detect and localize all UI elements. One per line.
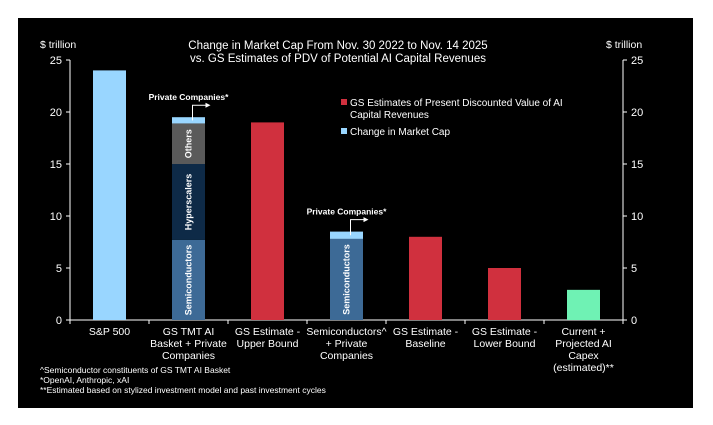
segment-label: Hyperscalers (184, 174, 194, 231)
bar-segment (409, 236, 442, 320)
category-label: GS Estimate - (472, 326, 538, 338)
bar-segment (172, 164, 205, 240)
footnote: **Estimated based on stylized investment… (40, 385, 326, 395)
y-tick-label-left: 0 (56, 315, 62, 327)
category-label: Upper Bound (237, 338, 299, 350)
bar-segment (488, 268, 521, 320)
category-label: GS TMT AI (163, 326, 215, 338)
bar-segment (93, 70, 126, 321)
legend-swatch (341, 128, 347, 134)
y-tick-label-right: 0 (631, 315, 637, 327)
y-tick-label-left: 10 (50, 211, 62, 223)
legend-label: Change in Market Cap (350, 127, 450, 138)
category-label: S&P 500 (89, 326, 130, 338)
legend-label: GS Estimates of Present Discounted Value… (350, 98, 563, 109)
category-label: + Private (326, 338, 368, 350)
y-tick-label-right: 15 (631, 159, 643, 171)
legend: GS Estimates of Present Discounted Value… (341, 98, 563, 138)
category-label: Current + (561, 326, 605, 338)
bar-segment (172, 123, 205, 164)
y-tick-label-right: 25 (631, 55, 643, 67)
category-label: Basket + Private (150, 338, 227, 350)
segment-label: Semiconductors (342, 244, 352, 315)
category-label: (estimated)** (553, 362, 614, 374)
footnote: ^Semiconductor constituents of GS TMT AI… (40, 365, 231, 375)
y-tick-label-left: 20 (50, 107, 62, 119)
bar-segment (330, 231, 363, 239)
segment-label: Semiconductors (184, 245, 194, 316)
title-line-1: Change in Market Cap From Nov. 30 2022 t… (188, 40, 487, 52)
y-tick-label-right: 10 (631, 211, 643, 223)
bars: Semiconductors Hyperscalers Others Private … (93, 70, 600, 321)
bar-segment (330, 238, 363, 320)
y-tick-label-right: 20 (631, 107, 643, 119)
legend-swatch (341, 99, 347, 105)
category-label: GS Estimate - (235, 326, 301, 338)
y-tick-label-right: 5 (631, 263, 637, 275)
y-tick-label-left: 5 (56, 263, 62, 275)
callout-label: Private Companies* (307, 207, 388, 217)
title-line-2: vs. GS Estimates of PDV of Potential AI … (190, 53, 486, 65)
category-label: Baseline (405, 338, 445, 350)
category-label: Semiconductors^ (306, 326, 386, 338)
y-axis-unit-left: $ trillion (40, 39, 76, 51)
bar-segment (251, 122, 284, 321)
callout-line (350, 219, 364, 236)
category-label: Companies (320, 350, 373, 362)
segment-label: Others (184, 129, 194, 158)
y-tick-label-left: 25 (50, 55, 62, 67)
callout-label: Private Companies* (149, 92, 230, 102)
y-tick-label-left: 15 (50, 159, 62, 171)
callout-arrow (205, 102, 211, 108)
chart-title: Change in Market Cap From Nov. 30 2022 t… (188, 40, 487, 65)
callout-arrow (363, 217, 369, 223)
bar-segment (567, 289, 600, 320)
legend-label: Capital Revenues (350, 110, 429, 121)
bar-chart: Change in Market Cap From Nov. 30 2022 t… (40, 39, 644, 395)
y-axis-unit-right: $ trillion (606, 39, 642, 51)
axes: 0 0 5 5 10 10 15 15 20 20 25 25 (50, 55, 644, 327)
category-label: Projected AI (555, 338, 612, 350)
footnote: *OpenAI, Anthropic, xAI (40, 375, 129, 385)
footnotes: ^Semiconductor constituents of GS TMT AI… (40, 365, 326, 395)
callout-line (192, 104, 206, 121)
category-label: Companies (162, 350, 215, 362)
bar-segment (172, 117, 205, 124)
category-label: Capex (568, 350, 599, 362)
category-label: GS Estimate - (393, 326, 459, 338)
category-label: Lower Bound (474, 338, 536, 350)
chart-panel: Change in Market Cap From Nov. 30 2022 t… (18, 18, 693, 408)
bar-segment (172, 239, 205, 320)
